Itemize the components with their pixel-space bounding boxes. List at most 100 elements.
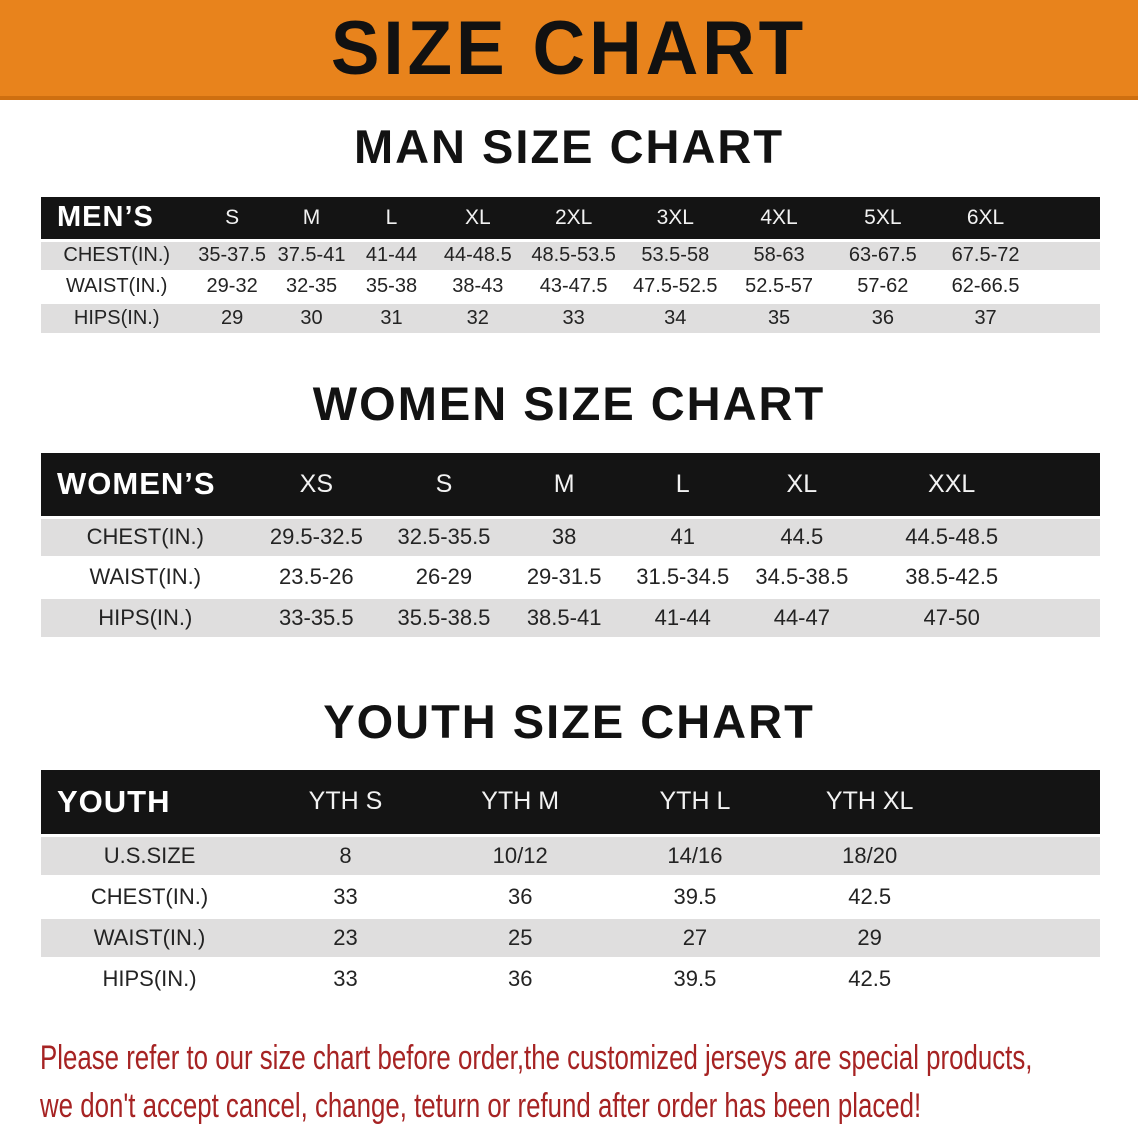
- size-column-header: S: [192, 197, 272, 240]
- size-column-header: YTH M: [432, 770, 608, 835]
- size-value: 38-43: [431, 269, 524, 302]
- table-row: HIPS(IN.) 29 30 31 32 33 34 35 36 37: [41, 300, 1100, 333]
- row-label: WAIST(IN.): [41, 269, 193, 302]
- table-row: CHEST(IN.) 33 36 39.5 42.5: [41, 874, 1100, 917]
- size-value: 47-50: [861, 595, 1042, 637]
- size-column-header: XL: [742, 453, 862, 517]
- size-value: 36: [830, 300, 935, 333]
- size-value: 41: [623, 515, 743, 557]
- size-value: 29-32: [192, 269, 272, 302]
- size-value: 18/20: [782, 833, 958, 876]
- size-value: 39.5: [607, 956, 783, 999]
- size-value: 43-47.5: [523, 269, 624, 302]
- size-column-header: 6XL: [934, 197, 1037, 240]
- size-value: 44-47: [742, 595, 862, 637]
- size-value: 53.5-58: [623, 238, 728, 271]
- size-column-header: S: [383, 453, 505, 517]
- women-size-table: WOMEN’S XS S M L XL XXL CHEST(IN.) 29.5-32.5 32.5…: [41, 453, 1100, 637]
- youth-size-chart-heading: YOUTH SIZE CHART: [323, 695, 815, 748]
- filler-cell: [1041, 555, 1100, 597]
- table-row: U.S.SIZE 8 10/12 14/16 18/20: [41, 833, 1100, 876]
- filler-cell: [957, 874, 1100, 917]
- filler-cell: [957, 833, 1100, 876]
- size-value: 38.5-41: [504, 595, 624, 637]
- size-value: 44.5: [742, 515, 862, 557]
- size-value: 52.5-57: [727, 269, 831, 302]
- size-value: 8: [258, 833, 433, 876]
- size-value: 32: [431, 300, 524, 333]
- size-value: 35: [727, 300, 831, 333]
- size-column-header: 4XL: [727, 197, 831, 240]
- table-row: WAIST(IN.) 23.5-26 26-29 29-31.5 31.5-34.5 34…: [41, 555, 1100, 597]
- table-row: CHEST(IN.) 29.5-32.5 32.5-35.5 38 41 44.5 44.5…: [41, 515, 1100, 557]
- size-value: 33: [258, 956, 433, 999]
- size-value: 33-35.5: [249, 595, 384, 637]
- disclaimer-line-2: we don't accept cancel, change, teturn o…: [40, 1087, 922, 1125]
- header-row: YOUTH YTH S YTH M YTH L YTH XL: [41, 770, 1100, 835]
- size-column-header: XL: [431, 197, 524, 240]
- row-label: HIPS(IN.): [41, 595, 250, 637]
- size-value: 48.5-53.5: [523, 238, 624, 271]
- size-value: 14/16: [607, 833, 783, 876]
- banner: SIZE CHART: [0, 0, 1138, 100]
- table-corner-label: YOUTH: [41, 770, 259, 835]
- size-column-header: YTH XL: [782, 770, 958, 835]
- women-size-chart-heading: WOMEN SIZE CHART: [312, 377, 826, 430]
- size-value: 34: [623, 300, 728, 333]
- size-column-header: XXL: [861, 453, 1042, 517]
- table-corner-label: WOMEN’S: [41, 453, 250, 517]
- size-value: 36: [432, 956, 608, 999]
- size-value: 35.5-38.5: [383, 595, 505, 637]
- size-value: 67.5-72: [934, 238, 1037, 271]
- table-row: CHEST(IN.) 35-37.5 37.5-41 41-44 44-48.5 48.5…: [41, 238, 1100, 271]
- row-label: WAIST(IN.): [41, 915, 259, 958]
- filler-cell: [957, 770, 1100, 835]
- size-value: 10/12: [432, 833, 608, 876]
- size-value: 35-37.5: [192, 238, 272, 271]
- header-row: WOMEN’S XS S M L XL XXL: [41, 453, 1100, 517]
- size-column-header: YTH S: [258, 770, 433, 835]
- filler-cell: [1041, 595, 1100, 637]
- filler-cell: [1036, 300, 1100, 333]
- header-row: MEN’S S M L XL 2XL 3XL 4XL 5XL 6XL: [41, 197, 1100, 240]
- size-column-header: 3XL: [623, 197, 728, 240]
- size-value: 41-44: [351, 238, 432, 271]
- size-value: 35-38: [351, 269, 432, 302]
- banner-title: SIZE CHART: [330, 5, 808, 91]
- size-value: 23: [258, 915, 433, 958]
- filler-cell: [1036, 238, 1100, 271]
- man-size-table: MEN’S S M L XL 2XL 3XL 4XL 5XL 6XL CHEST(IN.) 35-37…: [41, 197, 1100, 333]
- filler-cell: [1036, 269, 1100, 302]
- disclaimer-note: Please refer to our size chart before or…: [40, 1034, 1119, 1130]
- row-label: HIPS(IN.): [41, 300, 193, 333]
- table-row: HIPS(IN.) 33-35.5 35.5-38.5 38.5-41 41-44 44-…: [41, 595, 1100, 637]
- size-column-header: L: [623, 453, 743, 517]
- size-value: 38: [504, 515, 624, 557]
- row-label: WAIST(IN.): [41, 555, 250, 597]
- youth-size-table: YOUTH YTH S YTH M YTH L YTH XL U.S.SIZE 8 10/12…: [41, 770, 1100, 999]
- man-size-chart-heading: MAN SIZE CHART: [353, 120, 785, 173]
- size-column-header: YTH L: [607, 770, 783, 835]
- size-value: 38.5-42.5: [861, 555, 1042, 597]
- size-value: 26-29: [383, 555, 505, 597]
- size-column-header: XS: [249, 453, 384, 517]
- table-corner-label: MEN’S: [41, 197, 193, 240]
- table-row: WAIST(IN.) 29-32 32-35 35-38 38-43 43-47.5 47.…: [41, 269, 1100, 302]
- size-value: 25: [432, 915, 608, 958]
- size-value: 31: [351, 300, 432, 333]
- size-value: 37: [934, 300, 1037, 333]
- size-value: 47.5-52.5: [623, 269, 728, 302]
- size-column-header: 2XL: [523, 197, 624, 240]
- row-label: U.S.SIZE: [41, 833, 259, 876]
- size-value: 44.5-48.5: [861, 515, 1042, 557]
- filler-cell: [1041, 515, 1100, 557]
- size-column-header: M: [504, 453, 624, 517]
- size-value: 29: [192, 300, 272, 333]
- row-label: CHEST(IN.): [41, 238, 193, 271]
- row-label: CHEST(IN.): [41, 874, 259, 917]
- size-value: 31.5-34.5: [623, 555, 743, 597]
- size-value: 29-31.5: [504, 555, 624, 597]
- size-value: 29.5-32.5: [249, 515, 384, 557]
- size-value: 63-67.5: [830, 238, 935, 271]
- filler-cell: [957, 915, 1100, 958]
